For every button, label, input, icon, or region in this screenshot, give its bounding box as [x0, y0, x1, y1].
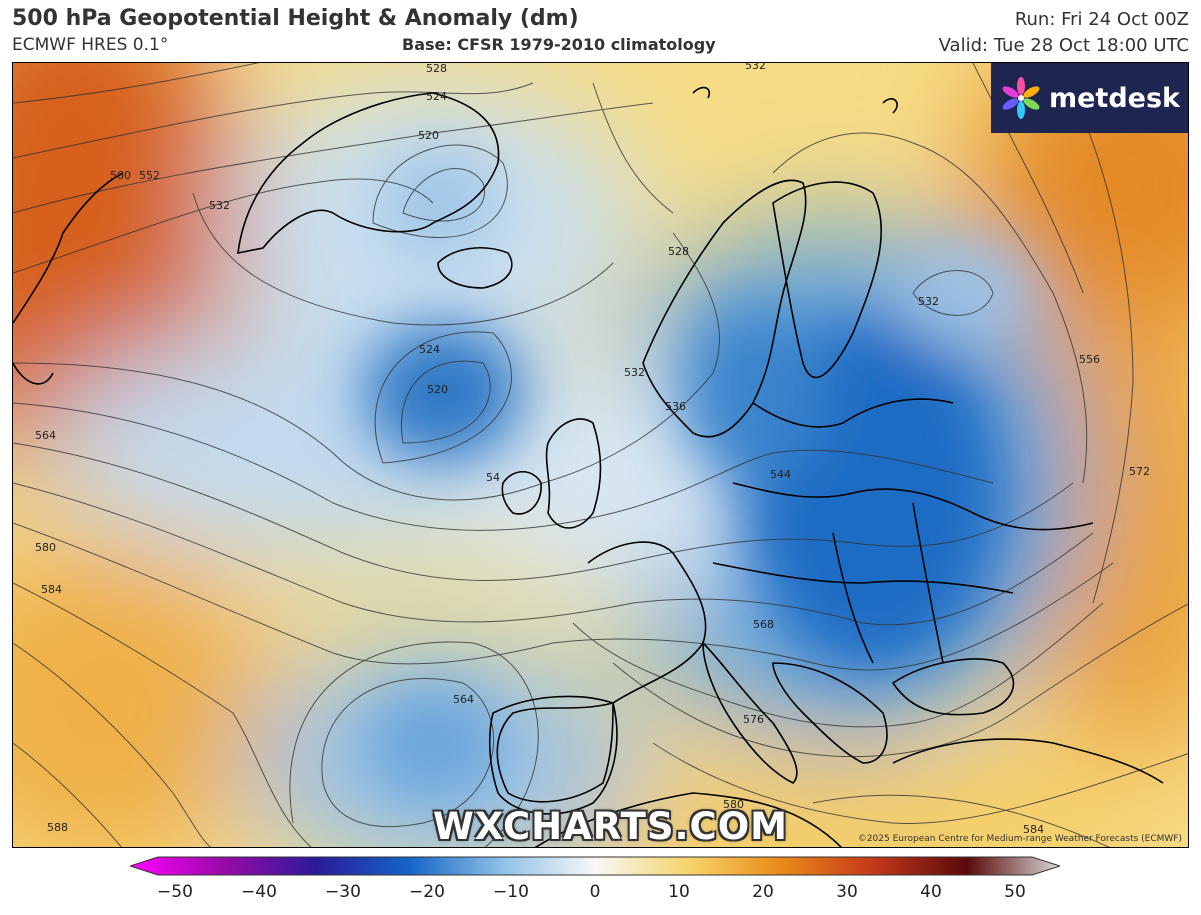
- metdesk-flower-icon: [1002, 77, 1040, 119]
- copyright-notice: ©2025 European Centre for Medium-range W…: [857, 834, 1182, 844]
- contour-label: 528: [668, 245, 689, 258]
- colorbar-tick: −20: [409, 882, 445, 902]
- colorbar-tick: 0: [589, 882, 601, 902]
- contour-label: 584: [1023, 823, 1044, 836]
- contour-label: 532: [918, 295, 939, 308]
- chart-title: 500 hPa Geopotential Height & Anomaly (d…: [12, 6, 579, 31]
- contour-label: 576: [743, 713, 764, 726]
- contour-label: 552: [139, 169, 160, 182]
- contour-label: 528: [426, 63, 447, 75]
- contour-label: 532: [209, 199, 230, 212]
- contour-label: 580: [723, 798, 744, 811]
- valid-time: Valid: Tue 28 Oct 18:00 UTC: [938, 35, 1189, 56]
- contour-label: 524: [426, 90, 447, 103]
- climatology-base-label: Base: CFSR 1979-2010 climatology: [402, 35, 716, 54]
- colorbar-tick: −40: [241, 882, 277, 902]
- colorbar-tick: −30: [325, 882, 361, 902]
- colorbar-tick: 10: [668, 882, 690, 902]
- contour-label: 564: [453, 693, 474, 706]
- anomaly-colorbar: [130, 856, 1060, 876]
- contour-label: 532: [745, 63, 766, 72]
- contour-label: 520: [427, 383, 448, 396]
- contour-label: 556: [1079, 353, 1100, 366]
- contour-label: 520: [418, 129, 439, 142]
- contour-label: 568: [753, 618, 774, 631]
- contour-label: 588: [47, 821, 68, 834]
- colorbar-tick: 50: [1004, 882, 1026, 902]
- contour-label: 544: [770, 468, 791, 481]
- contour-label: 572: [1129, 465, 1150, 478]
- height-contours: [13, 63, 1188, 847]
- metdesk-logo-text: metdesk: [1048, 82, 1181, 114]
- colorbar-strip: [130, 856, 1060, 876]
- colorbar-tick: −10: [493, 882, 529, 902]
- colorbar-tick: 30: [836, 882, 858, 902]
- colorbar-tick: −50: [157, 882, 193, 902]
- run-time: Run: Fri 24 Oct 00Z: [1014, 9, 1189, 30]
- contour-label: 584: [41, 583, 62, 596]
- contour-label: 54: [486, 471, 500, 484]
- contour-label: 536: [665, 400, 686, 413]
- map-canvas: 528 524 520 532 552 560 528 532 524 520 …: [13, 63, 1188, 847]
- contour-label: 532: [624, 366, 645, 379]
- metdesk-logo: metdesk: [991, 63, 1188, 133]
- contour-label: 560: [110, 169, 131, 182]
- colorbar-tick: 40: [920, 882, 942, 902]
- contour-label-layer: 528 524 520 532 552 560 528 532 524 520 …: [35, 63, 1150, 836]
- colorbar-tick: 20: [752, 882, 774, 902]
- model-label: ECMWF HRES 0.1°: [12, 35, 169, 55]
- contour-label: 564: [35, 429, 56, 442]
- contour-label: 580: [35, 541, 56, 554]
- weather-map: 528 524 520 532 552 560 528 532 524 520 …: [12, 62, 1189, 848]
- coastlines: [13, 86, 1164, 847]
- contour-label: 524: [419, 343, 440, 356]
- wxcharts-watermark: WXCHARTS.COM: [433, 805, 788, 848]
